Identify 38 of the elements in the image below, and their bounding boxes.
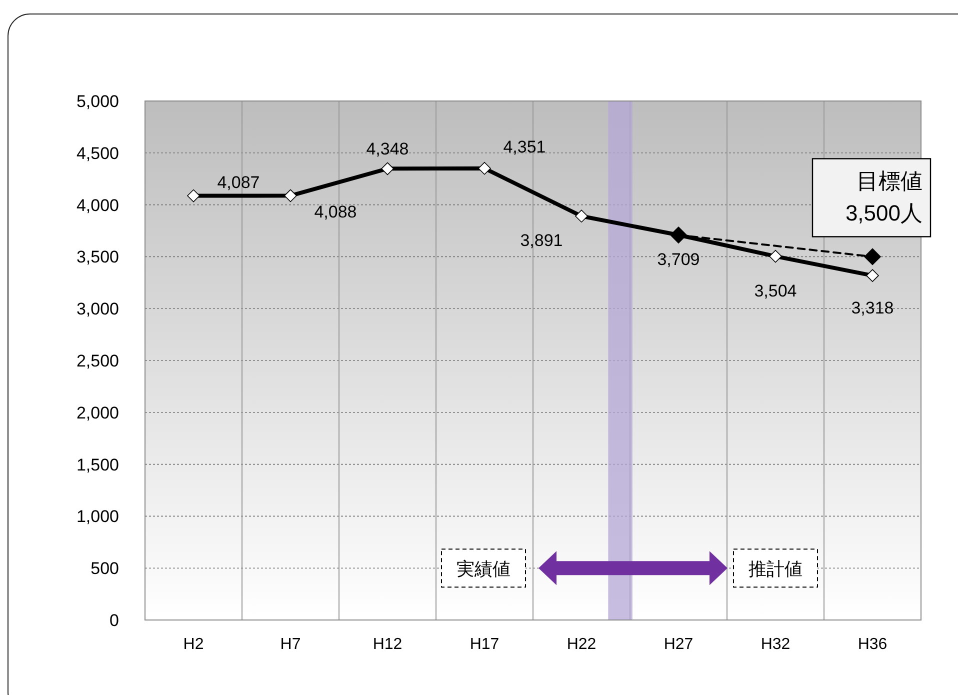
annotation: 目標値 3,500人 xyxy=(845,168,922,226)
point xyxy=(864,248,881,266)
data-label: 3,709 xyxy=(657,250,700,270)
x-tick-label: H27 xyxy=(664,636,694,653)
x-tick-label: H32 xyxy=(760,636,790,653)
point xyxy=(284,189,297,202)
x-tick-label: H2 xyxy=(183,636,204,653)
point xyxy=(769,250,782,263)
x-tick-label: H36 xyxy=(858,636,888,653)
y-tick-label: 2,500 xyxy=(76,352,119,370)
y-tick-label: 500 xyxy=(90,559,119,578)
data-label: 4,351 xyxy=(503,137,546,156)
x-tick-label: H22 xyxy=(566,636,596,653)
y-tick-label: 3,000 xyxy=(76,300,119,319)
point xyxy=(478,162,491,175)
data-label: 4,088 xyxy=(314,202,357,222)
point xyxy=(575,210,588,223)
point xyxy=(187,189,200,202)
y-tick-label: 5,000 xyxy=(76,92,119,111)
data-label: 4,348 xyxy=(366,140,409,159)
y-tick-label: 2,000 xyxy=(76,403,119,422)
point xyxy=(381,162,394,176)
annotation: 実績値 xyxy=(456,559,510,580)
y-tick-label: 3,500 xyxy=(76,248,119,267)
y-tick-label: 1,000 xyxy=(76,507,119,526)
annotation: 推計値 xyxy=(748,559,802,580)
data-label: 3,504 xyxy=(754,281,797,300)
x-tick-label: H12 xyxy=(372,636,402,653)
data-label: 3,318 xyxy=(851,298,894,318)
point xyxy=(866,269,879,282)
y-tick-label: 4,000 xyxy=(76,196,119,215)
x-tick-label: H7 xyxy=(280,636,301,653)
y-tick-label: 1,500 xyxy=(76,455,119,474)
data-label: 4,087 xyxy=(217,172,260,192)
y-tick-label: 0 xyxy=(110,611,119,630)
data-label: 3,891 xyxy=(520,231,563,250)
y-tick-label: 4,500 xyxy=(76,144,119,163)
x-tick-label: H17 xyxy=(470,636,500,653)
